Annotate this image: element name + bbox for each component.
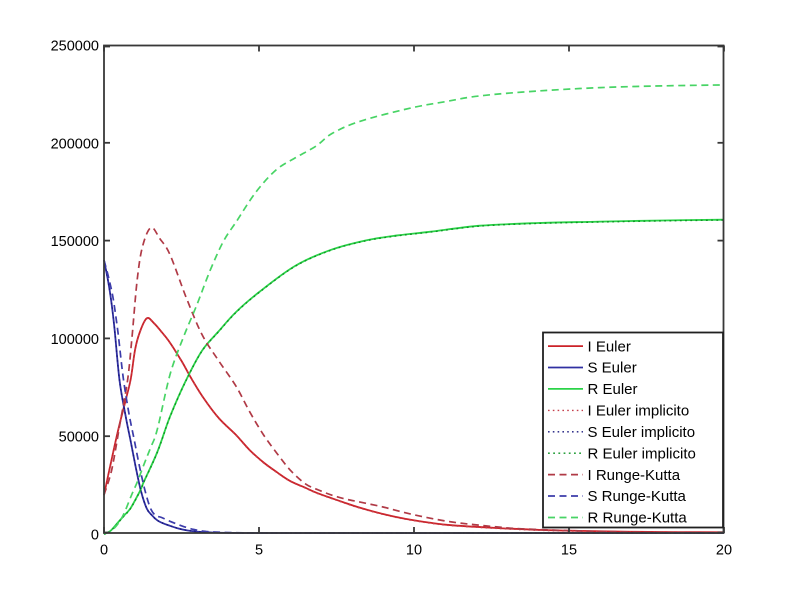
svg-text:0: 0: [100, 543, 108, 559]
svg-text:S Euler implicito: S Euler implicito: [588, 424, 696, 441]
svg-text:100000: 100000: [51, 332, 99, 348]
svg-text:10: 10: [406, 543, 422, 559]
svg-text:I Euler implicito: I Euler implicito: [588, 403, 690, 420]
svg-text:R Euler: R Euler: [588, 381, 638, 398]
svg-text:150000: 150000: [51, 234, 99, 250]
svg-text:0: 0: [91, 528, 99, 544]
svg-text:15: 15: [561, 543, 577, 559]
svg-text:20: 20: [716, 543, 732, 559]
svg-text:50000: 50000: [59, 430, 99, 446]
svg-text:I Runge-Kutta: I Runge-Kutta: [588, 467, 681, 484]
svg-text:I Euler: I Euler: [588, 338, 631, 355]
svg-text:200000: 200000: [51, 136, 99, 152]
svg-text:S Euler: S Euler: [588, 360, 637, 377]
svg-text:5: 5: [255, 543, 263, 559]
svg-text:250000: 250000: [51, 39, 99, 55]
svg-text:R Euler implicito: R Euler implicito: [588, 445, 696, 462]
svg-text:S Runge-Kutta: S Runge-Kutta: [588, 488, 687, 505]
svg-text:R Runge-Kutta: R Runge-Kutta: [588, 510, 688, 527]
